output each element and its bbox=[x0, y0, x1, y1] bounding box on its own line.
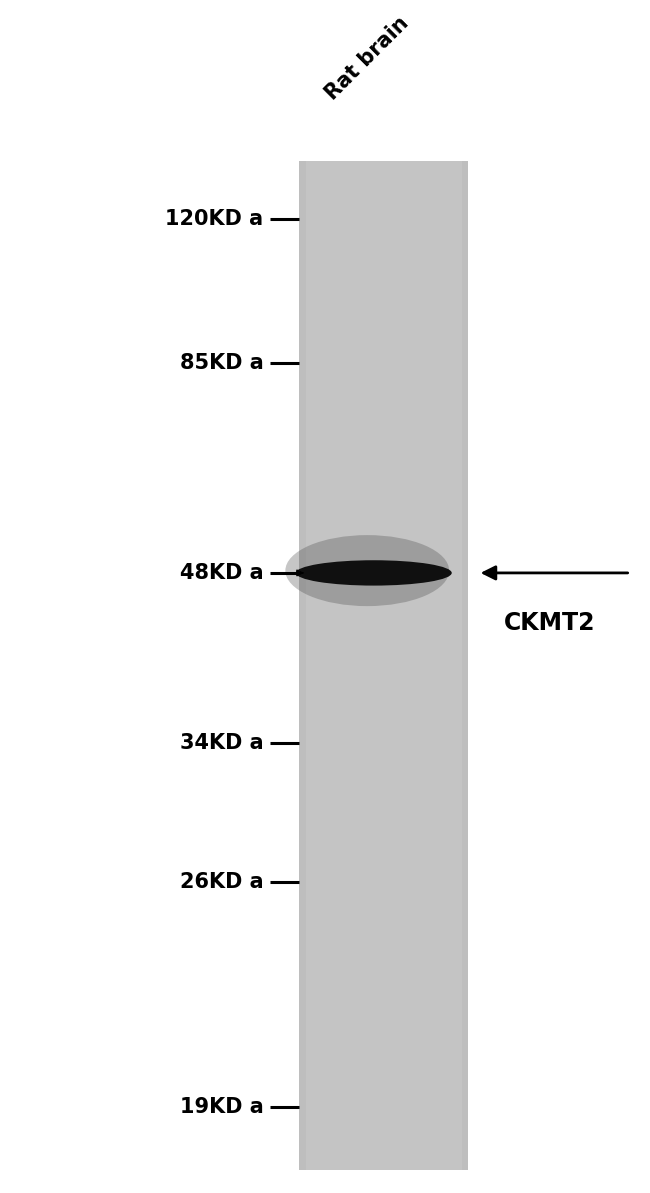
Text: 48KD a: 48KD a bbox=[179, 563, 263, 583]
Text: 120KD a: 120KD a bbox=[165, 209, 263, 229]
Ellipse shape bbox=[285, 536, 449, 606]
Bar bbox=[299, 161, 468, 1170]
Text: Rat brain: Rat brain bbox=[322, 13, 413, 104]
Text: 85KD a: 85KD a bbox=[179, 353, 263, 373]
Text: CKMT2: CKMT2 bbox=[504, 611, 595, 635]
Text: 34KD a: 34KD a bbox=[179, 734, 263, 754]
Ellipse shape bbox=[296, 561, 452, 586]
Text: 26KD a: 26KD a bbox=[179, 872, 263, 892]
Bar bbox=[306, 161, 462, 1170]
Ellipse shape bbox=[311, 564, 443, 581]
Text: 19KD a: 19KD a bbox=[179, 1096, 263, 1117]
